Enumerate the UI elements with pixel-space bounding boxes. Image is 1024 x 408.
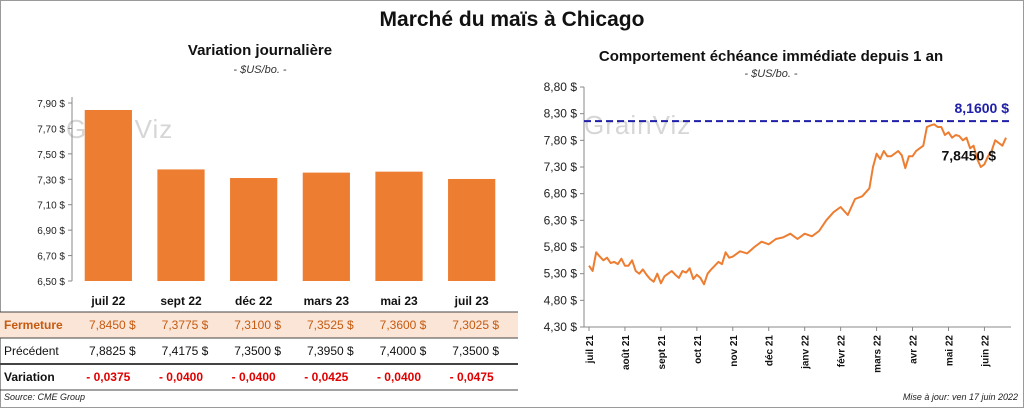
fermeture-row-bg bbox=[0, 312, 518, 338]
variation-cell: - 0,0400 bbox=[377, 370, 421, 384]
y-tick-label: 5,80 $ bbox=[544, 240, 578, 254]
left-chart-title: Variation journalière bbox=[187, 42, 333, 59]
variation-cell: - 0,0475 bbox=[450, 370, 494, 384]
right-chart-title: Comportement échéance immédiate depuis 1… bbox=[598, 48, 944, 65]
update-note: Mise à jour: ven 17 juin 2022 bbox=[902, 392, 1018, 402]
x-tick-label: juil 22 bbox=[90, 294, 125, 308]
reference-label: 8,1600 $ bbox=[955, 100, 1010, 116]
y-tick-label: 6,90 $ bbox=[37, 226, 65, 237]
y-tick-label: 8,80 $ bbox=[544, 80, 578, 94]
y-tick-label: 7,80 $ bbox=[544, 133, 578, 147]
main-title: Marché du maïs à Chicago bbox=[379, 8, 645, 31]
fermeture-cell: 7,8450 $ bbox=[89, 318, 136, 332]
variation-cell: - 0,0375 bbox=[86, 370, 130, 384]
precedent-cell: 7,8825 $ bbox=[89, 344, 136, 358]
x-tick-label: janv 22 bbox=[801, 335, 812, 370]
left-chart-subtitle: - $US/bo. - bbox=[233, 64, 287, 76]
precedent-cell: 7,4000 $ bbox=[380, 344, 427, 358]
y-tick-label: 5,30 $ bbox=[544, 267, 578, 281]
x-tick-label: déc 22 bbox=[235, 294, 273, 308]
y-tick-label: 6,70 $ bbox=[37, 252, 65, 263]
price-series-line bbox=[588, 123, 1007, 286]
y-tick-label: 6,50 $ bbox=[37, 277, 65, 288]
bar-juil-23 bbox=[448, 178, 496, 281]
y-tick-label: 4,30 $ bbox=[544, 320, 578, 334]
variation-cell: - 0,0400 bbox=[159, 370, 203, 384]
fermeture-cell: 7,3775 $ bbox=[162, 318, 209, 332]
y-tick-label: 7,50 $ bbox=[37, 150, 65, 161]
x-tick-label: mai 22 bbox=[944, 335, 955, 367]
watermark-right: GrainViz bbox=[584, 110, 692, 140]
x-tick-label: juil 23 bbox=[454, 294, 489, 308]
y-tick-label: 7,70 $ bbox=[37, 124, 65, 135]
y-tick-label: 6,80 $ bbox=[544, 187, 578, 201]
bar-sept-22 bbox=[157, 169, 205, 281]
fermeture-cell: 7,3525 $ bbox=[307, 318, 354, 332]
variation-cell: - 0,0400 bbox=[232, 370, 276, 384]
x-tick-label: févr 22 bbox=[837, 335, 848, 368]
x-tick-label: déc 21 bbox=[765, 335, 776, 367]
precedent-cell: 7,3500 $ bbox=[234, 344, 281, 358]
row-label-precedent: Précédent bbox=[4, 344, 59, 358]
variation-cell: - 0,0425 bbox=[304, 370, 348, 384]
precedent-cell: 7,3950 $ bbox=[307, 344, 354, 358]
precedent-cell: 7,3500 $ bbox=[452, 344, 499, 358]
last-value-label: 7,8450 $ bbox=[942, 147, 997, 163]
bar-déc-22 bbox=[230, 178, 278, 281]
y-tick-label: 7,30 $ bbox=[544, 160, 578, 174]
x-tick-label: sept 21 bbox=[657, 335, 668, 370]
x-tick-label: mai 23 bbox=[380, 294, 418, 308]
y-tick-label: 8,30 $ bbox=[544, 107, 578, 121]
x-tick-label: sept 22 bbox=[160, 294, 202, 308]
x-tick-label: juin 22 bbox=[980, 335, 991, 368]
fermeture-cell: 7,3025 $ bbox=[452, 318, 499, 332]
bar-mai-23 bbox=[375, 171, 423, 281]
bar-juil-22 bbox=[84, 109, 132, 281]
fermeture-cell: 7,3600 $ bbox=[380, 318, 427, 332]
source-note: Source: CME Group bbox=[4, 392, 86, 402]
y-tick-label: 4,80 $ bbox=[544, 293, 578, 307]
line-chart: 4,30 $ 4,80 $ 5,30 $ 5,80 $ 6,30 $ 6,80 $ 7,30… bbox=[544, 80, 1011, 373]
precedent-cell: 7,4175 $ bbox=[162, 344, 209, 358]
x-tick-label: août 21 bbox=[621, 335, 632, 370]
row-label-fermeture: Fermeture bbox=[4, 318, 63, 332]
x-tick-label: juil 21 bbox=[585, 335, 596, 365]
bar-chart: 6,50 $ 6,70 $ 6,90 $ 7,10 $ 7,30 $ 7,50 $ 7,70… bbox=[0, 97, 518, 391]
row-label-variation: Variation bbox=[4, 370, 55, 384]
y-tick-label: 6,30 $ bbox=[544, 213, 578, 227]
x-tick-label: oct 21 bbox=[693, 335, 704, 364]
y-tick-label: 7,30 $ bbox=[37, 175, 65, 186]
x-tick-label: nov 21 bbox=[729, 335, 740, 367]
right-chart-subtitle: - $US/bo. - bbox=[744, 68, 798, 80]
bar-mars-23 bbox=[302, 172, 350, 281]
x-tick-label: avr 22 bbox=[909, 335, 920, 364]
fermeture-cell: 7,3100 $ bbox=[234, 318, 281, 332]
y-tick-label: 7,90 $ bbox=[37, 99, 65, 110]
x-tick-label: mars 22 bbox=[873, 335, 884, 373]
x-tick-label: mars 23 bbox=[304, 294, 350, 308]
y-tick-label: 7,10 $ bbox=[37, 201, 65, 212]
